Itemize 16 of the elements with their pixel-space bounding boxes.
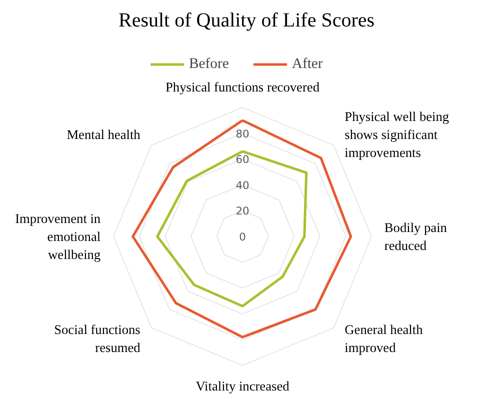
legend-label: Before — [189, 56, 229, 72]
spoke-label: Improvement in emotional wellbeing — [15, 211, 101, 262]
y-tick-label: 0 — [239, 230, 246, 244]
spoke-label: Vitality increased — [196, 378, 290, 394]
y-tick-label: 20 — [236, 204, 250, 218]
y-tick-label: 80 — [236, 127, 250, 140]
spoke-label: Physical functions recovered — [166, 80, 320, 95]
chart-title: Result of Quality of Life Scores — [118, 10, 375, 32]
spoke-label: Physical well being shows significant improvements — [344, 108, 450, 160]
legend-label: After — [292, 56, 323, 72]
y-tick-label: 40 — [236, 178, 250, 192]
spoke-label: General health improved — [344, 322, 424, 356]
y-tick-label: 60 — [236, 153, 250, 166]
spoke-label: Bodily pain reduced — [384, 220, 448, 253]
spoke-label: Mental health — [66, 126, 141, 142]
spoke-label: Social functions resumed — [54, 322, 141, 356]
